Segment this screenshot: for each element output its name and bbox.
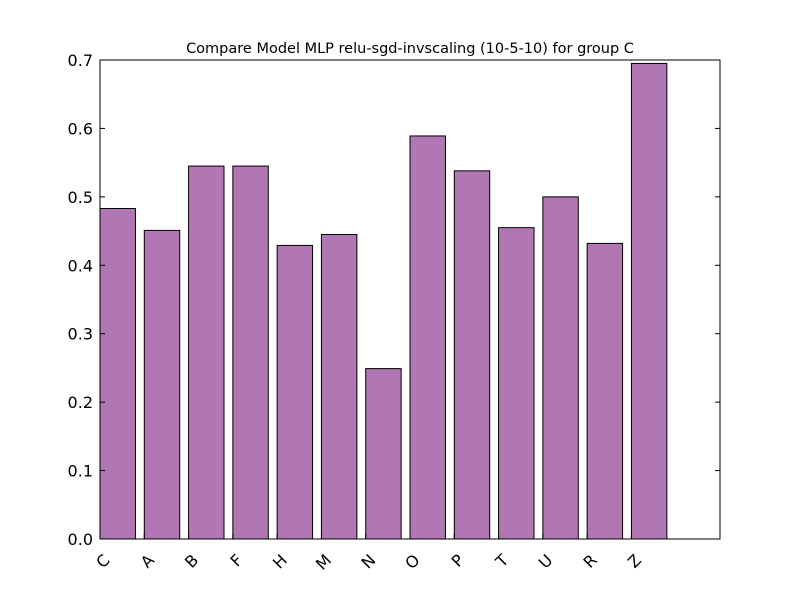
y-tick-label: 0.1: [68, 462, 93, 481]
x-tick-label: T: [491, 550, 512, 571]
x-tick-label: P: [448, 550, 469, 571]
bar-M: [320, 233, 358, 540]
x-tick-label: B: [181, 551, 202, 572]
bar-F: [232, 165, 269, 540]
plot-frame: [99, 59, 721, 540]
y-tick-label: 0.5: [68, 188, 93, 207]
bar-N: [365, 368, 402, 540]
x-tick-label: M: [312, 551, 335, 574]
bar-A: [143, 229, 181, 540]
x-tick-label: O: [401, 551, 423, 573]
x-tick-label: C: [92, 551, 113, 572]
bar-P: [453, 170, 491, 540]
y-tick-label: 0.3: [68, 325, 93, 344]
x-tick-label: F: [227, 551, 247, 571]
bar-R: [586, 242, 624, 540]
chart-title: Compare Model MLP relu-sgd-invscaling (1…: [186, 41, 634, 57]
x-tick-label: A: [137, 551, 158, 572]
y-tick-label: 0.0: [68, 530, 93, 549]
y-tick-label: 0.4: [68, 256, 93, 275]
bar-T: [498, 227, 535, 540]
y-tick-label: 0.2: [68, 393, 93, 412]
bars-layer: [99, 62, 668, 540]
bar-C: [99, 207, 136, 540]
bar-U: [542, 196, 579, 540]
x-tick-label: N: [357, 551, 379, 573]
x-tick-label: R: [579, 551, 600, 572]
x-tick-label: H: [269, 551, 291, 573]
x-tick-label: U: [535, 551, 557, 573]
bar-Z: [630, 62, 668, 540]
bar-B: [188, 165, 225, 540]
y-tick-label: 0.6: [68, 119, 93, 138]
bar-O: [409, 135, 446, 540]
x-tick-label: Z: [624, 551, 645, 572]
y-tick-label: 0.7: [68, 51, 93, 70]
bar-H: [276, 244, 314, 540]
